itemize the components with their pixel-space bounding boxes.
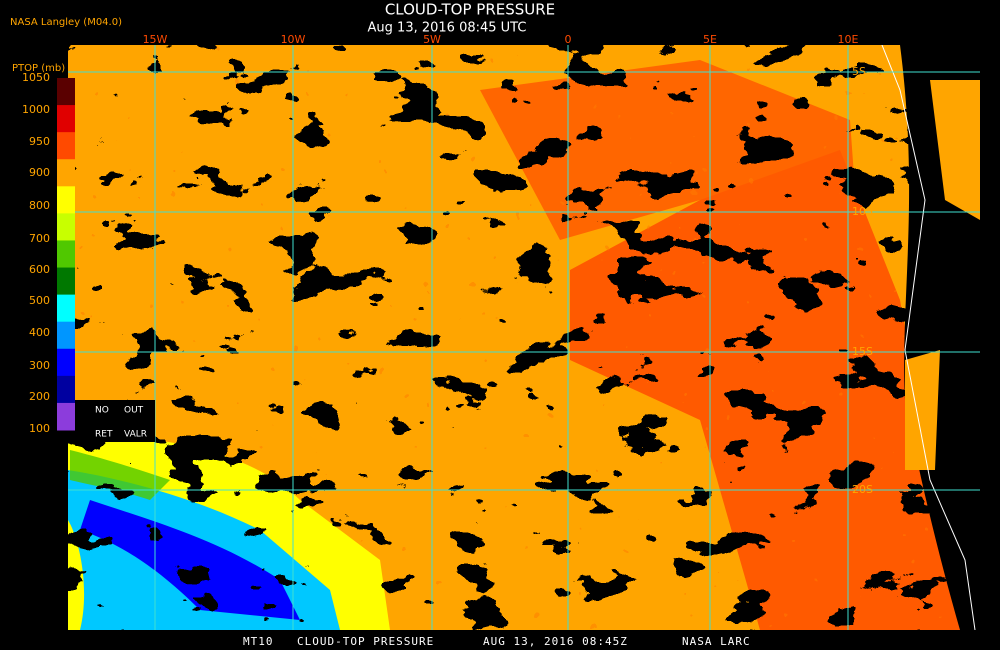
legend-title: PTOP (mb) [12,63,65,74]
latitude-label: 15S [852,345,873,358]
legend-note: OUT [124,406,144,416]
longitude-label: 0 [565,33,572,46]
subtitle: Aug 13, 2016 08:45 UTC [368,21,527,36]
latitude-label: 5S [852,65,866,78]
legend-tick-label: 800 [29,199,50,212]
legend-tick-label: 500 [29,294,50,307]
longitude-label: 10E [838,33,859,46]
title: CLOUD-TOP PRESSURE [385,1,555,19]
legend-tick-label: 100 [29,422,50,435]
legend-tick-label: 950 [29,135,50,148]
legend-tick-label: 300 [29,359,50,372]
legend-tick-label: 700 [29,232,50,245]
legend-swatch [57,402,75,431]
footer-text: NASA LARC [682,635,751,648]
legend-swatch [57,159,75,187]
legend-tick-label: 1050 [22,71,50,84]
footer: MT10 CLOUD-TOP PRESSURE AUG 13, 2016 08:45… [243,635,751,648]
legend-swatch [57,294,75,323]
legend-tick-label: 200 [29,390,50,403]
longitude-label: 15W [143,33,168,46]
longitude-label: 5E [703,33,717,46]
footer-text: MT10 [243,635,274,648]
legend-tick-label: 600 [29,263,50,276]
source-label: NASA Langley (M04.0) [10,17,122,28]
legend-swatch [57,78,75,106]
legend-swatch [57,321,75,350]
legend: 1050 1000 950 900 800 700 600 500 400 300 200 100 NO… [22,71,147,440]
legend-tick-label: 1000 [22,103,50,116]
legend-swatch [57,213,75,241]
legend-swatch [57,375,75,404]
legend-tick-label: 900 [29,166,50,179]
legend-swatch [57,240,75,269]
footer-text: CLOUD-TOP PRESSURE [297,635,434,648]
legend-tick-label: 400 [29,326,50,339]
legend-swatch [57,267,75,296]
graticule: 15W 10W 5W 0 5E 10E 5S 10S 15S 20S [68,33,980,630]
satellite-image [68,45,980,630]
legend-note: RET [95,430,113,440]
legend-swatch [57,186,75,214]
legend-swatch [57,105,75,133]
longitude-label: 5W [423,33,441,46]
latitude-label: 20S [852,483,873,496]
longitude-label: 10W [281,33,306,46]
legend-swatch [57,348,75,377]
footer-text: AUG 13, 2016 08:45Z [483,635,628,648]
legend-note: VALR [124,430,147,440]
legend-swatch [57,132,75,160]
legend-note: NO [95,406,109,416]
latitude-label: 10S [852,205,873,218]
